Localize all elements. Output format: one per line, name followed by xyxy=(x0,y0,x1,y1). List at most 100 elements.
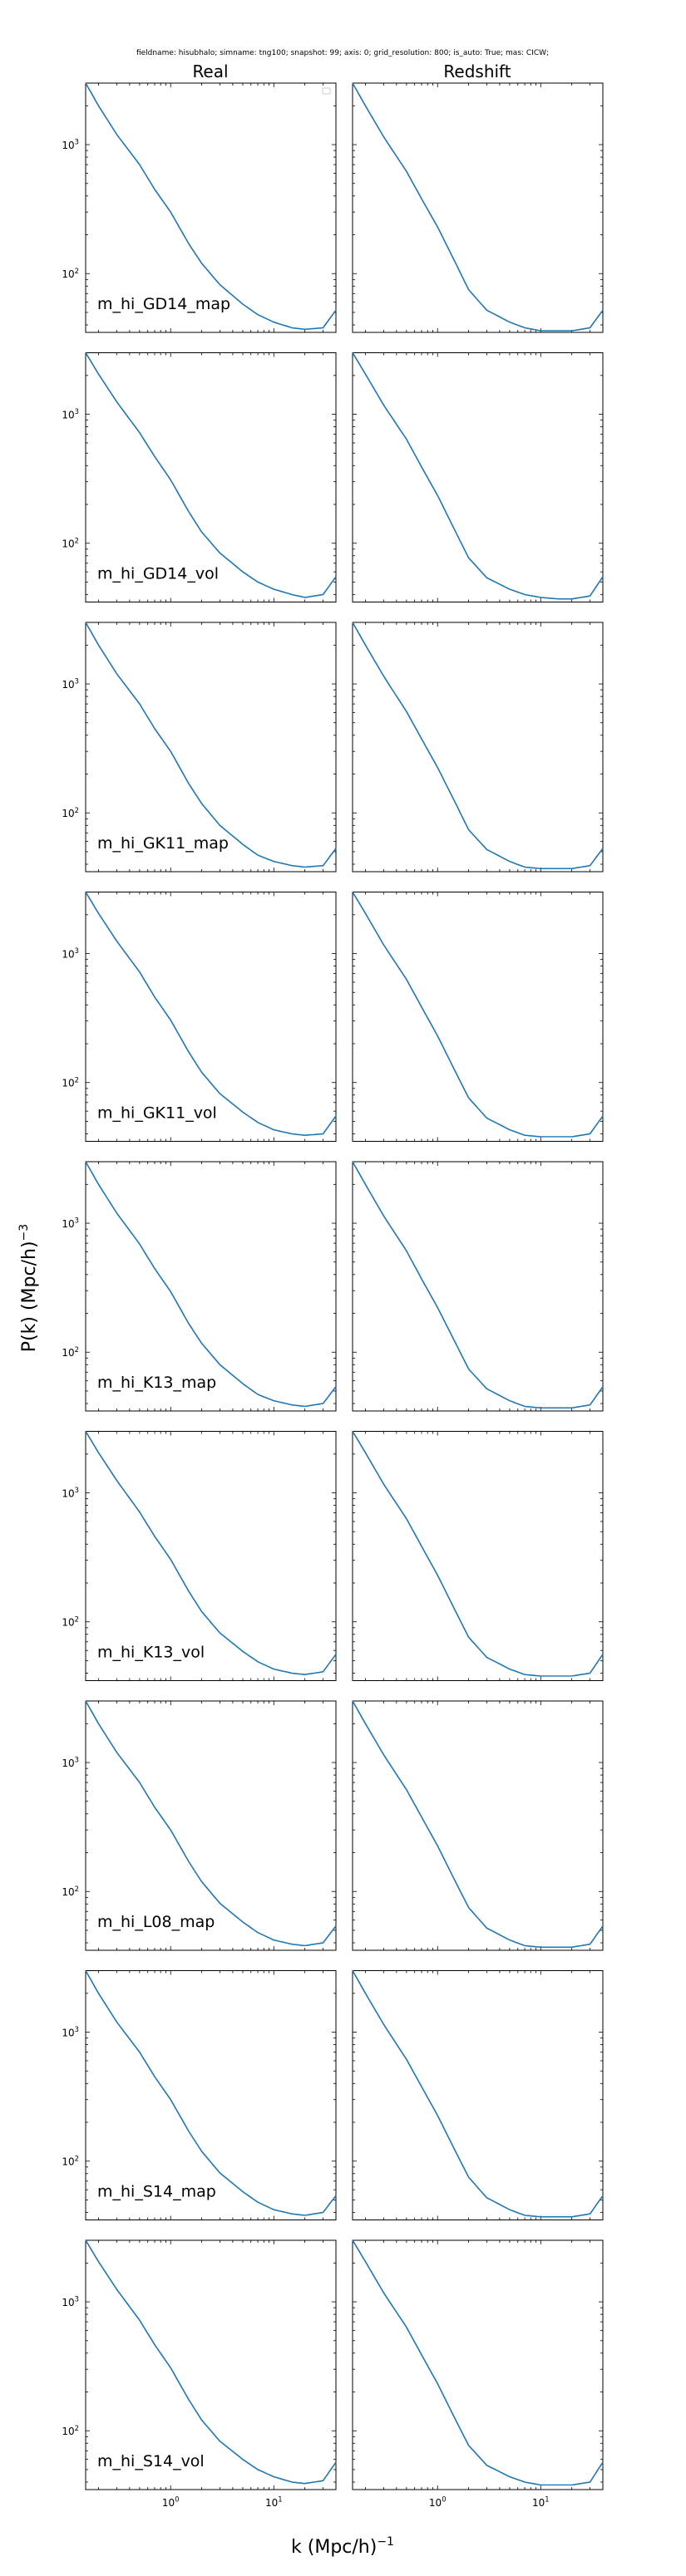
y-tick-label-1e3-exp: 3 xyxy=(75,138,79,146)
panel-m_hi_S14_vol-redshift: 100 101 xyxy=(353,2239,603,2509)
y-tick-label-1e3: 103 xyxy=(62,2025,79,2038)
y-tick-label-1e2: 102 xyxy=(62,2424,79,2437)
panel-m_hi_L08_map-redshift xyxy=(352,1700,604,1951)
series-line-real xyxy=(86,622,336,868)
series-line-real xyxy=(86,1162,336,1407)
panel-m_hi_K13_vol-redshift xyxy=(353,1431,603,1681)
axes-frame xyxy=(85,2239,337,2490)
y-tick-label-1e3-exp: 3 xyxy=(75,2295,79,2303)
y-tick-label-1e3-exp: 3 xyxy=(75,1217,79,1225)
x-axis-label-text: k (Mpc/h) xyxy=(291,2537,377,2558)
y-tick-label-1e2-exp: 2 xyxy=(75,1075,79,1084)
y-tick-label-1e3: 103 xyxy=(62,138,79,151)
y-tick-label-1e3-exp: 3 xyxy=(75,407,79,415)
series-line-real xyxy=(86,1432,336,1675)
x-tick-label-1e1-base: 10 xyxy=(532,2497,545,2509)
x-tick-label-1e0-base: 10 xyxy=(429,2497,442,2509)
series-line-redshift xyxy=(353,353,603,599)
y-tick-label-1e3: 103 xyxy=(62,407,79,420)
y-tick-label-1e3: 103 xyxy=(62,1756,79,1769)
y-tick-label-1e2-exp: 2 xyxy=(75,2424,79,2432)
series-line-redshift xyxy=(353,83,603,331)
x-tick-label-1e0: 100 xyxy=(162,2495,180,2509)
y-tick-label-1e2-exp: 2 xyxy=(75,267,79,275)
y-tick-label-1e2-base: 10 xyxy=(62,2426,74,2437)
y-tick-label-1e2: 102 xyxy=(62,806,79,819)
row-label: m_hi_K13_vol xyxy=(97,1644,205,1662)
y-tick-label-1e2: 102 xyxy=(62,267,79,280)
row-label: m_hi_GK11_map xyxy=(97,834,229,853)
y-tick-label-1e2: 102 xyxy=(62,536,79,549)
y-tick-label-1e2-exp: 2 xyxy=(75,1345,79,1354)
y-axis-label-exp: −3 xyxy=(17,1224,31,1241)
y-tick-label-1e3-exp: 3 xyxy=(75,1756,79,1764)
axes-frame xyxy=(85,892,337,1142)
axes-frame xyxy=(85,82,337,333)
axes-frame xyxy=(352,1700,604,1951)
y-tick-label-1e2-exp: 2 xyxy=(75,1615,79,1623)
legend-box xyxy=(322,87,331,95)
x-tick-label-1e1-exp: 1 xyxy=(278,2495,282,2504)
y-tick-label-1e2-base: 10 xyxy=(62,538,74,550)
axes-frame xyxy=(352,82,604,333)
y-tick-label-1e2-exp: 2 xyxy=(75,536,79,544)
y-tick-label-1e3-exp: 3 xyxy=(75,1486,79,1494)
y-tick-label-1e3-base: 10 xyxy=(62,1218,74,1230)
column-title-redshift: Redshift xyxy=(443,61,511,81)
panel-m_hi_S14_map-redshift xyxy=(352,1970,604,2220)
x-tick-label-1e1-base: 10 xyxy=(265,2497,278,2509)
y-axis-label-text: P(k) (Mpc/h) xyxy=(19,1241,40,1352)
series-line-real xyxy=(86,353,336,598)
y-tick-label-1e3: 103 xyxy=(62,2295,79,2308)
y-tick-label-1e3: 103 xyxy=(62,1486,79,1499)
y-tick-label-1e3-base: 10 xyxy=(62,1488,74,1500)
y-tick-label-1e2: 102 xyxy=(62,1345,79,1359)
row-label: m_hi_S14_vol xyxy=(97,2452,205,2470)
x-tick-label-1e0-exp: 0 xyxy=(175,2495,179,2504)
y-tick-label-1e2: 102 xyxy=(62,1075,79,1089)
axes-frame xyxy=(85,1161,337,1412)
y-tick-label-1e3: 103 xyxy=(62,677,79,691)
y-tick-label-1e3-base: 10 xyxy=(62,2297,74,2308)
panel-m_hi_K13_map-redshift xyxy=(352,1161,604,1412)
series-line-redshift xyxy=(353,1162,603,1408)
series-line-redshift xyxy=(353,2240,603,2485)
y-tick-label-1e3-exp: 3 xyxy=(75,2025,79,2033)
series-line-redshift xyxy=(353,1701,603,1947)
y-tick-label-1e2: 102 xyxy=(62,2154,79,2167)
x-tick-label-1e0: 100 xyxy=(429,2495,447,2509)
axes-frame xyxy=(352,1161,604,1412)
y-tick-label-1e3: 103 xyxy=(62,1217,79,1230)
axes-frame xyxy=(352,1970,604,2220)
y-tick-label-1e2-exp: 2 xyxy=(75,2154,79,2162)
y-tick-label-1e3-base: 10 xyxy=(62,2028,74,2039)
y-tick-label-1e3-base: 10 xyxy=(62,1757,74,1769)
x-tick-label-1e0-exp: 0 xyxy=(442,2495,446,2504)
series-line-real xyxy=(86,2240,336,2484)
x-tick-label-1e1-exp: 1 xyxy=(545,2495,549,2504)
series-line-real xyxy=(86,892,336,1136)
y-tick-label-1e2-base: 10 xyxy=(62,268,74,280)
y-tick-label-1e2-base: 10 xyxy=(62,2156,74,2168)
y-tick-label-1e3-base: 10 xyxy=(62,679,74,691)
y-tick-label-1e3-exp: 3 xyxy=(75,677,79,686)
row-label: m_hi_GK11_vol xyxy=(97,1104,217,1123)
series-line-real xyxy=(86,1971,336,2216)
y-tick-label-1e2-base: 10 xyxy=(62,1617,74,1629)
x-axis-label: k (Mpc/h)−1 xyxy=(291,2535,394,2558)
y-tick-label-1e3-base: 10 xyxy=(62,140,74,151)
y-tick-label-1e2: 102 xyxy=(62,1615,79,1628)
y-axis-label: P(k) (Mpc/h)−3 xyxy=(17,1224,40,1352)
y-tick-label-1e2-exp: 2 xyxy=(75,1885,79,1893)
panels-group: 103102m_hi_GD14_map103102m_hi_GD14_vol10… xyxy=(62,82,604,2509)
panel-m_hi_GK11_vol-redshift xyxy=(353,892,603,1142)
panel-m_hi_GK11_map-redshift xyxy=(353,622,603,873)
